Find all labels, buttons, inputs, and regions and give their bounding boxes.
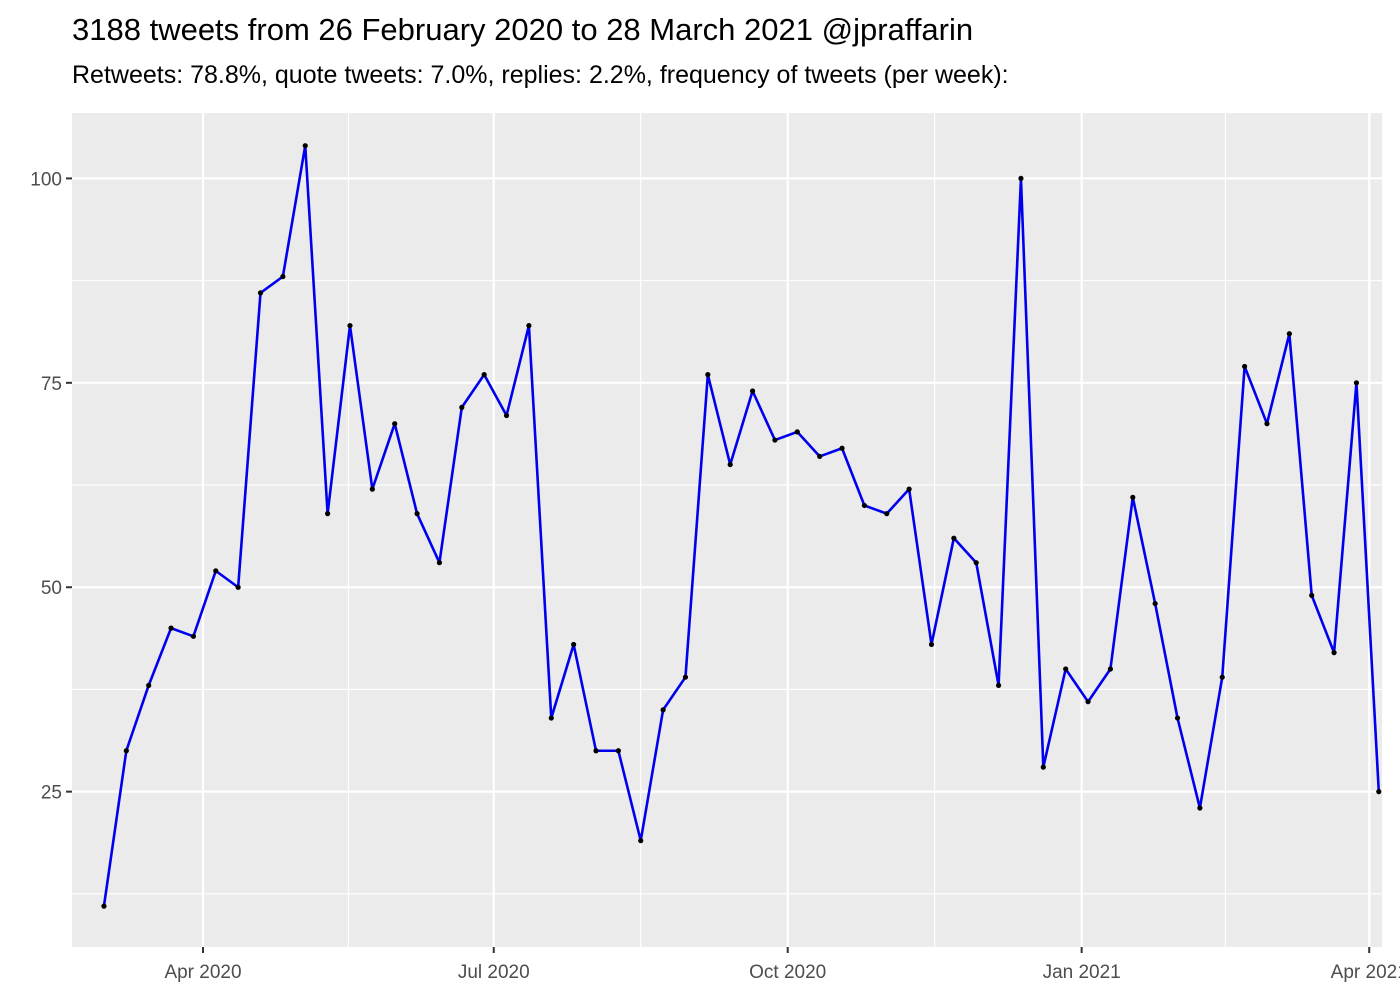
data-point — [414, 511, 420, 517]
data-point — [861, 502, 867, 509]
y-tick-label: 100 — [30, 169, 62, 190]
data-point — [682, 674, 689, 680]
data-point — [1085, 699, 1091, 705]
chart-title: 3188 tweets from 26 February 2020 to 28 … — [72, 12, 974, 47]
data-point — [168, 625, 174, 631]
data-point — [1063, 666, 1069, 672]
data-point — [1286, 331, 1292, 337]
data-point — [325, 511, 331, 517]
x-tick-label: Jan 2021 — [1043, 962, 1121, 983]
data-point — [928, 641, 935, 648]
data-point — [638, 838, 644, 844]
data-point — [727, 461, 733, 468]
data-point — [146, 682, 152, 688]
data-point — [749, 388, 756, 394]
data-point — [302, 143, 308, 149]
minor-gridlines — [72, 113, 1382, 947]
data-point — [481, 372, 487, 378]
data-point — [235, 584, 241, 590]
data-point — [213, 568, 219, 574]
data-point — [1107, 666, 1114, 672]
y-axis: 25 50 75 100 — [30, 169, 72, 804]
data-point — [347, 322, 353, 329]
data-point — [1331, 650, 1337, 656]
data-point — [392, 421, 398, 427]
data-point — [548, 715, 554, 721]
data-point — [1197, 805, 1203, 811]
x-tick-label: Oct 2020 — [749, 962, 826, 983]
data-point — [1376, 789, 1382, 795]
data-point — [190, 633, 197, 639]
major-gridlines — [72, 113, 1382, 947]
data-point — [660, 707, 666, 713]
data-point — [794, 429, 800, 435]
data-point — [1219, 674, 1225, 680]
data-point — [1130, 494, 1136, 500]
data-point — [1309, 592, 1315, 599]
data-point — [817, 453, 823, 460]
data-point — [1353, 380, 1360, 386]
data-point — [280, 273, 286, 280]
data-point — [369, 486, 375, 492]
x-tick-label: Apr 2021 — [1331, 962, 1400, 983]
y-tick-label: 25 — [41, 783, 62, 804]
x-tick-label: Apr 2020 — [164, 962, 241, 983]
y-tick-label: 75 — [41, 374, 62, 395]
x-axis: Apr 2020 Jul 2020 Oct 2020 Jan 2021 Apr 2021 — [164, 947, 1400, 983]
data-point — [1152, 600, 1158, 607]
data-point — [123, 748, 129, 754]
data-point — [1040, 764, 1046, 770]
data-point — [1264, 421, 1270, 427]
data-point — [1174, 715, 1181, 721]
data-point — [973, 560, 979, 566]
tweets-per-week-series — [101, 143, 1382, 909]
data-point — [257, 290, 264, 296]
data-point — [459, 404, 465, 410]
data-point — [503, 412, 510, 419]
data-point — [571, 641, 577, 648]
data-point — [995, 682, 1002, 688]
data-point — [772, 437, 778, 443]
data-point — [101, 903, 107, 909]
series-line — [102, 144, 1381, 907]
data-point — [1242, 363, 1248, 370]
chart-subtitle: Retweets: 78.8%, quote tweets: 7.0%, rep… — [72, 61, 1009, 89]
data-point — [615, 748, 621, 754]
data-point — [906, 486, 912, 492]
data-point — [705, 372, 711, 378]
data-point — [839, 445, 845, 451]
data-point — [951, 535, 957, 541]
data-point — [436, 560, 443, 566]
y-tick-label: 50 — [41, 578, 62, 599]
data-point — [884, 511, 890, 517]
data-point — [526, 322, 532, 329]
data-point — [1018, 175, 1024, 182]
x-tick-label: Jul 2020 — [458, 962, 530, 983]
plot-panel — [72, 113, 1382, 947]
data-point — [593, 748, 599, 754]
